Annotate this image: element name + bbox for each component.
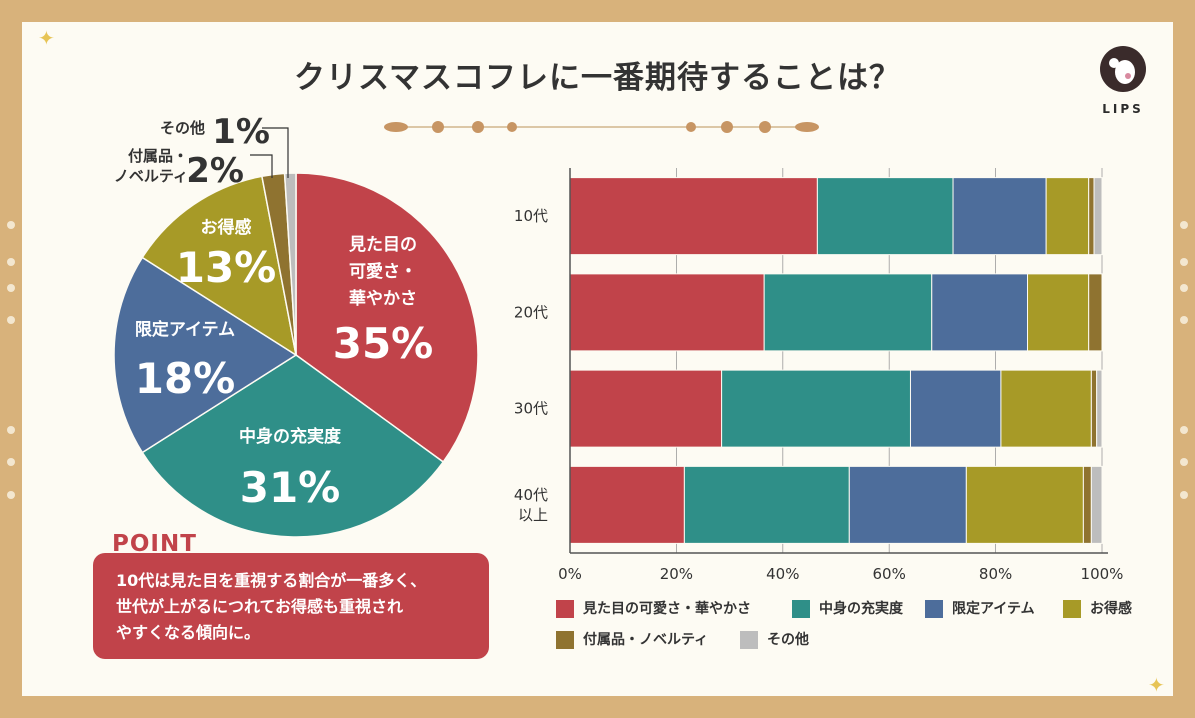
- bar-segment: [1045, 177, 1090, 256]
- lips-logo: LIPS: [1095, 46, 1151, 120]
- point-line: やすくなる傾向に。: [116, 623, 261, 642]
- bar-segment: [569, 273, 765, 352]
- deer-icon: [1100, 46, 1146, 92]
- bar-segment: [721, 369, 911, 448]
- bar-segment: [1088, 177, 1095, 256]
- point-box: [93, 553, 489, 659]
- legend-swatch: [740, 631, 758, 649]
- legend-label: 中身の充実度: [819, 601, 903, 617]
- bar-segment: [1000, 369, 1092, 448]
- bar-segment: [1027, 273, 1090, 352]
- star-icon: ✦: [38, 26, 55, 50]
- point-heading: POINT: [112, 531, 197, 557]
- category-label: 10代: [514, 207, 548, 225]
- bar-segment: [683, 465, 850, 544]
- pie-label: お得感: [201, 217, 252, 238]
- pie-value-label: 18%: [135, 354, 236, 403]
- bar-segment: [763, 273, 933, 352]
- legend-swatch: [925, 600, 943, 618]
- pie-slice-content: [141, 354, 445, 538]
- page-title: クリスマスコフレに一番期待することは？: [293, 60, 902, 96]
- pie-label: 中身の充実度: [239, 426, 342, 447]
- bar-segment: [1082, 465, 1092, 544]
- x-tick-label: 0%: [558, 565, 582, 583]
- pie-slice-looks: [295, 172, 479, 464]
- pie-value-label: 2%: [186, 151, 244, 191]
- pie-chart: 見た目の可愛さ・華やかさ 35% 中身の充実度 31% 限定アイテム 18% お得感 13% 付…: [113, 112, 479, 538]
- bar-segment: [569, 465, 685, 544]
- bar-segment: [1090, 465, 1103, 544]
- x-tick-label: 80%: [979, 565, 1012, 583]
- logo-text: LIPS: [1102, 102, 1144, 116]
- pie-label: 付属品・: [128, 147, 188, 165]
- bar-segment: [816, 177, 954, 256]
- bar-segment: [1096, 369, 1103, 448]
- bar-segment: [909, 369, 1002, 448]
- bar-segment: [952, 177, 1047, 256]
- category-label: 以上: [518, 506, 548, 524]
- bar-segment: [1088, 273, 1103, 352]
- point-line: 世代が上がるにつれてお得感も重視され: [116, 597, 404, 616]
- category-label: 30代: [514, 400, 548, 418]
- legend-swatch: [1063, 600, 1081, 618]
- legend-label: その他: [767, 632, 809, 648]
- category-label: 40代: [514, 486, 548, 504]
- legend-label: 見た目の可愛さ・華やかさ: [583, 601, 751, 617]
- legend-swatch: [556, 600, 574, 618]
- bar-segment: [848, 465, 967, 544]
- legend-label: 付属品・ノベルティ: [583, 632, 709, 648]
- legend-label: お得感: [1090, 601, 1132, 617]
- pie-label: ノベルティ: [114, 167, 188, 185]
- star-icon: ✦: [1148, 673, 1165, 697]
- pie-value-label: 35%: [333, 319, 434, 368]
- pie-slice-value: [141, 175, 298, 357]
- bar-segment: [569, 369, 723, 448]
- pie-label: 華やかさ: [349, 289, 417, 309]
- point-line: 10代は見た目を重視する割合が一番多く、: [116, 571, 427, 590]
- pie-value-label: 13%: [176, 243, 277, 292]
- legend-swatch: [556, 631, 574, 649]
- pie-label: その他: [160, 119, 205, 137]
- bar-segment: [965, 465, 1084, 544]
- bar-segment: [569, 177, 818, 256]
- bar-segment: [1090, 369, 1098, 448]
- pie-label: 見た目の: [348, 235, 417, 255]
- x-tick-label: 20%: [660, 565, 693, 583]
- legend-swatch: [792, 600, 810, 618]
- pie-value-label: 31%: [240, 463, 341, 512]
- category-label: 20代: [514, 303, 548, 321]
- pie-value-label: 1%: [212, 112, 270, 152]
- legend-label: 限定アイテム: [952, 601, 1035, 617]
- x-tick-label: 100%: [1081, 565, 1124, 583]
- point-text: 10代は見た目を重視する割合が一番多く、 世代が上がるにつれてお得感も重視され …: [116, 568, 486, 646]
- x-tick-label: 60%: [873, 565, 906, 583]
- bar-segment: [1093, 177, 1103, 256]
- pie-slice-other: [283, 172, 297, 356]
- pie-slice-limited: [113, 256, 298, 454]
- bar-segment: [931, 273, 1029, 352]
- x-tick-label: 40%: [766, 565, 799, 583]
- pie-label: 可愛さ・: [349, 261, 417, 282]
- pie-label: 限定アイテム: [135, 319, 235, 340]
